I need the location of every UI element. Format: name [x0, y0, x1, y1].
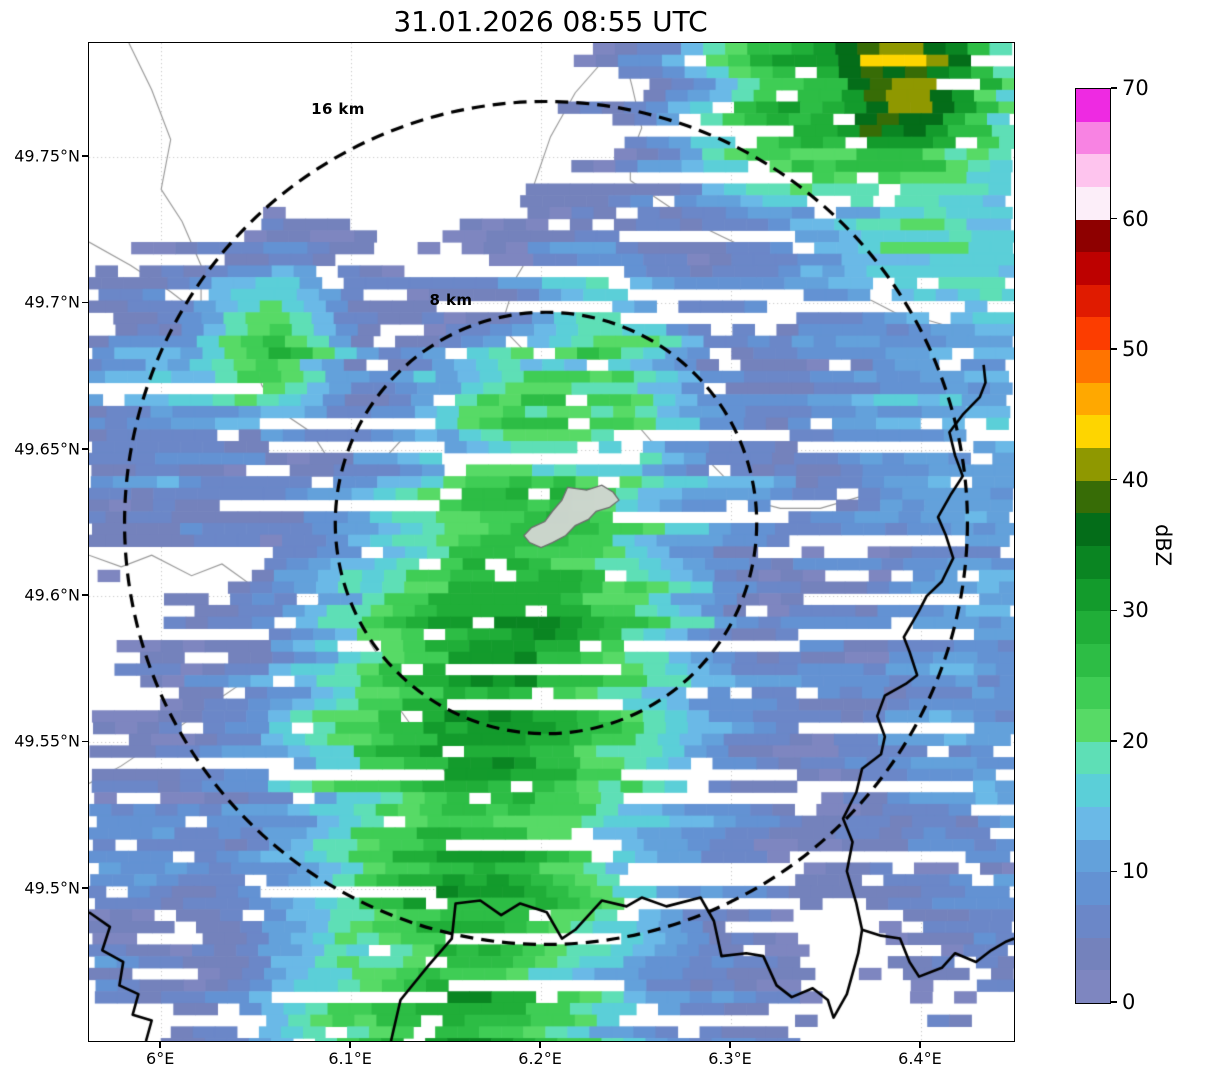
colorbar-segment: [1076, 219, 1110, 253]
y-tick-label: 49.65°N: [14, 439, 80, 459]
colorbar-segment: [1076, 839, 1110, 873]
y-tick-mark: [81, 155, 88, 157]
colorbar-axis-label: dBZ: [1151, 523, 1175, 567]
x-tick-mark: [159, 1041, 161, 1048]
colorbar-tick-mark: [1111, 1001, 1117, 1003]
colorbar-segment: [1076, 448, 1110, 481]
x-tick-label: 6.4°E: [898, 1049, 942, 1068]
colorbar-segment: [1076, 89, 1110, 122]
x-tick-mark: [539, 1041, 541, 1048]
x-tick-label: 6.3°E: [708, 1049, 752, 1068]
range-circle-label-8km: 8 km: [429, 291, 473, 310]
colorbar-segment: [1076, 121, 1110, 155]
colorbar-segment: [1076, 545, 1110, 579]
x-tick-label: 6.1°E: [328, 1049, 372, 1068]
colorbar-segment: [1076, 937, 1110, 971]
colorbar-tick-mark: [1111, 870, 1117, 873]
colorbar-tick-mark: [1111, 479, 1117, 481]
colorbar-tick-label: 40: [1122, 467, 1149, 492]
colorbar-segment: [1076, 350, 1110, 383]
map-plot: 8 km 16 km: [88, 42, 1015, 1042]
colorbar-tick-mark: [1111, 217, 1117, 220]
y-tick-mark: [81, 301, 88, 304]
range-circle-label-16km: 16 km: [311, 100, 365, 119]
x-tick-label: 6°E: [146, 1049, 175, 1068]
colorbar-tick-label: 10: [1122, 859, 1149, 884]
x-tick-mark: [729, 1041, 731, 1048]
colorbar-tick-label: 30: [1122, 598, 1149, 623]
colorbar-segment: [1076, 415, 1110, 449]
colorbar-segment: [1076, 970, 1110, 1003]
x-tick-mark: [349, 1041, 351, 1048]
figure-title: 31.01.2026 08:55 UTC: [393, 5, 708, 38]
colorbar-segment: [1076, 284, 1110, 318]
colorbar-segment: [1076, 807, 1110, 840]
colorbar-segment: [1076, 676, 1110, 710]
y-tick-mark: [81, 887, 88, 889]
colorbar-segment: [1076, 513, 1110, 546]
x-tick-mark: [919, 1041, 921, 1048]
colorbar-segment: [1076, 774, 1110, 808]
colorbar-segment: [1076, 186, 1110, 220]
colorbar-tick-mark: [1111, 740, 1117, 742]
colorbar-tick-label: 0: [1122, 990, 1136, 1014]
colorbar-tick-mark: [1111, 87, 1117, 89]
y-tick-label: 49.5°N: [24, 878, 80, 898]
colorbar-segment: [1076, 578, 1110, 612]
y-tick-label: 49.75°N: [14, 146, 80, 166]
colorbar-segment: [1076, 741, 1110, 775]
y-tick-label: 49.6°N: [24, 585, 80, 605]
y-tick-mark: [81, 448, 88, 450]
colorbar-segment: [1076, 872, 1110, 906]
colorbar-tick-label: 50: [1122, 337, 1149, 362]
colorbar: [1075, 88, 1111, 1004]
y-tick-label: 49.55°N: [14, 731, 80, 751]
colorbar-segment: [1076, 154, 1110, 187]
colorbar-segment: [1076, 709, 1110, 742]
colorbar-segment: [1076, 252, 1110, 285]
colorbar-segment: [1076, 611, 1110, 644]
colorbar-tick-mark: [1111, 609, 1117, 611]
radar-map-canvas: [89, 43, 1014, 1041]
colorbar-tick-label: 70: [1122, 76, 1149, 100]
colorbar-segment: [1076, 480, 1110, 514]
y-tick-mark: [81, 740, 88, 743]
colorbar-segment: [1076, 317, 1110, 351]
colorbar-tick-mark: [1111, 348, 1117, 350]
colorbar-segment: [1076, 905, 1110, 938]
colorbar-segment: [1076, 643, 1110, 677]
y-tick-mark: [81, 594, 88, 596]
colorbar-tick-label: 20: [1122, 728, 1149, 753]
colorbar-segment: [1076, 382, 1110, 416]
y-tick-label: 49.7°N: [24, 292, 80, 312]
x-tick-label: 6.2°E: [518, 1049, 562, 1068]
colorbar-tick-label: 60: [1122, 206, 1149, 231]
